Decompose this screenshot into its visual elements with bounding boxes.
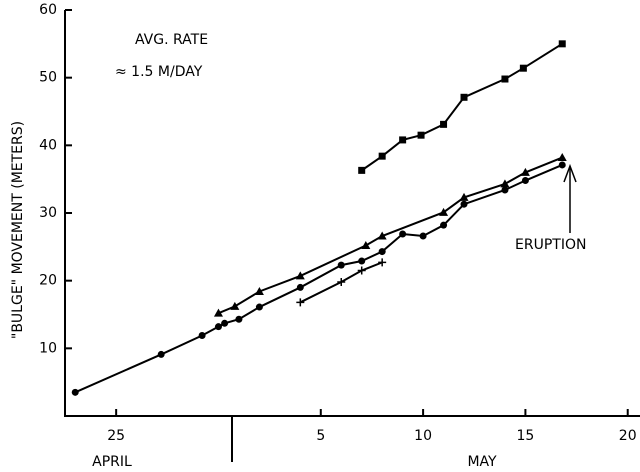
y-tick-label: 60 — [39, 2, 57, 18]
point — [459, 192, 469, 201]
series-line — [361, 42, 563, 172]
eruption-arrowhead — [563, 163, 577, 183]
point — [221, 319, 229, 327]
point — [296, 298, 305, 307]
point — [358, 257, 366, 265]
point — [558, 161, 566, 169]
point — [337, 278, 346, 287]
series-line — [299, 261, 383, 304]
y-tick-label: 40 — [39, 137, 57, 153]
point — [440, 221, 448, 229]
series-line — [74, 164, 563, 394]
point — [460, 200, 468, 208]
annotation: ERUPTION — [515, 237, 586, 253]
point — [230, 301, 240, 310]
x-tick-label: 10 — [414, 428, 432, 444]
point — [157, 350, 165, 358]
point — [357, 266, 366, 275]
point — [399, 230, 407, 238]
point — [558, 40, 566, 48]
point — [254, 286, 264, 295]
y-tick-label: 10 — [39, 340, 57, 356]
x-tick-label: 25 — [107, 428, 125, 444]
point — [378, 152, 386, 160]
point — [255, 303, 263, 311]
y-tick-label: 30 — [39, 205, 57, 221]
point — [214, 323, 222, 331]
x-tick-label: 5 — [316, 428, 325, 444]
point — [521, 177, 529, 185]
y-axis-label: "BULGE" MOVEMENT (METERS) — [10, 121, 26, 339]
point — [440, 120, 448, 128]
y-tick-label: 20 — [39, 273, 57, 289]
month-label: APRIL — [92, 454, 132, 470]
series-line — [218, 156, 563, 315]
point — [235, 315, 243, 323]
point — [361, 240, 371, 249]
point — [501, 186, 509, 194]
annotation: ≈ 1.5 M/DAY — [115, 64, 203, 80]
point — [198, 331, 206, 339]
point — [419, 232, 427, 240]
point — [500, 179, 510, 188]
point — [337, 261, 345, 269]
point — [519, 64, 527, 72]
x-tick-label: 20 — [619, 428, 637, 444]
point — [377, 231, 387, 240]
point — [557, 153, 567, 162]
point — [501, 75, 509, 83]
point — [520, 167, 530, 176]
x-tick-label: 15 — [516, 428, 534, 444]
point — [358, 166, 366, 174]
point — [213, 308, 223, 317]
point — [378, 258, 387, 267]
point — [71, 388, 79, 396]
point — [399, 136, 407, 144]
point — [417, 131, 425, 139]
point — [439, 207, 449, 216]
point — [378, 248, 386, 256]
month-label: MAY — [467, 454, 497, 470]
point — [296, 283, 304, 291]
point — [460, 93, 468, 101]
annotation: AVG. RATE — [135, 32, 208, 48]
y-tick-label: 50 — [39, 70, 57, 86]
point — [295, 271, 305, 280]
